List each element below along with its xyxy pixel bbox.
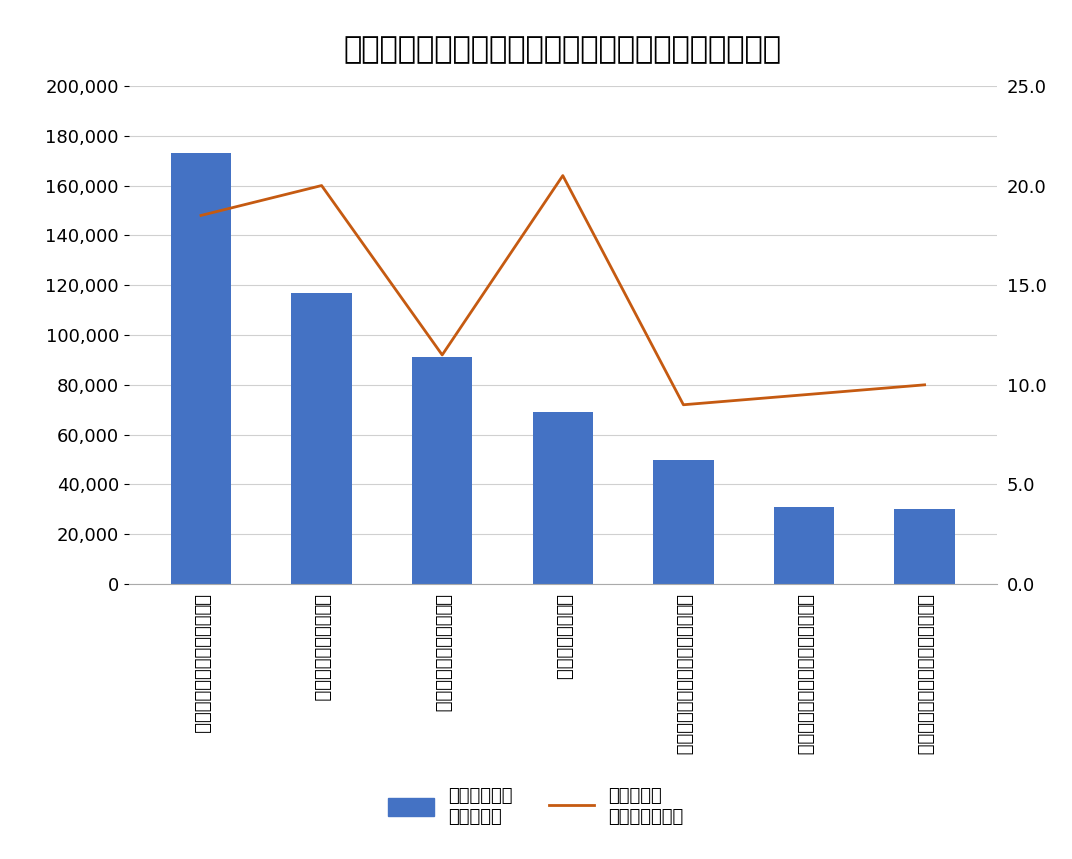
Bar bbox=[653, 460, 714, 584]
Title: 「調剤」売上ランキング＜上場ドラッグストア企業＞: 「調剤」売上ランキング＜上場ドラッグストア企業＞ bbox=[344, 35, 781, 64]
Bar bbox=[894, 509, 955, 584]
Bar bbox=[170, 153, 232, 584]
Bar bbox=[774, 507, 834, 584]
Bar bbox=[292, 293, 352, 584]
Legend: 調剤事業売上
（百万円）, 対総売上高
構成比率（％）: 調剤事業売上 （百万円）, 対総売上高 構成比率（％） bbox=[382, 780, 690, 832]
Bar bbox=[533, 412, 593, 584]
Bar bbox=[412, 357, 473, 584]
